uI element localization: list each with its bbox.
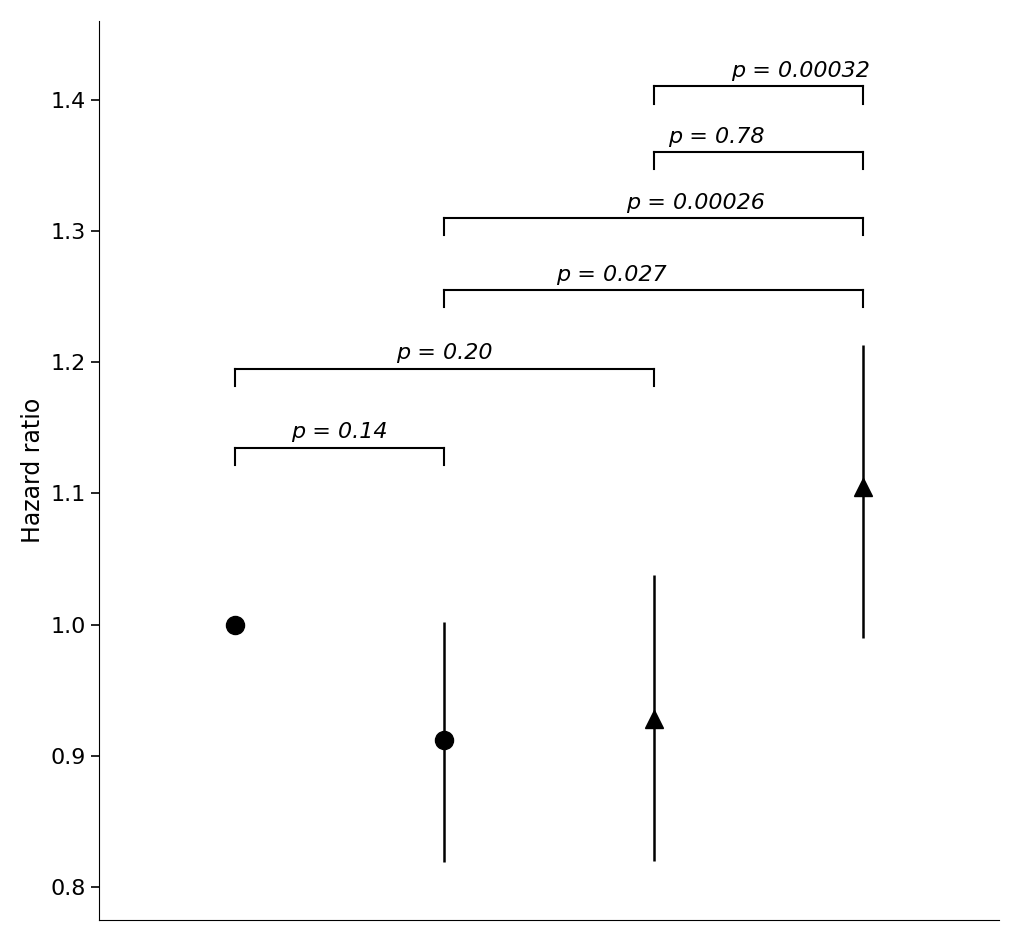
Y-axis label: Hazard ratio: Hazard ratio bbox=[20, 398, 45, 543]
Text: p = 0.027: p = 0.027 bbox=[556, 264, 666, 285]
Text: p = 0.20: p = 0.20 bbox=[395, 343, 492, 363]
Text: p = 0.78: p = 0.78 bbox=[667, 127, 764, 147]
Text: p = 0.00032: p = 0.00032 bbox=[731, 61, 869, 81]
Text: p = 0.14: p = 0.14 bbox=[291, 423, 387, 442]
Text: p = 0.00026: p = 0.00026 bbox=[626, 193, 764, 213]
